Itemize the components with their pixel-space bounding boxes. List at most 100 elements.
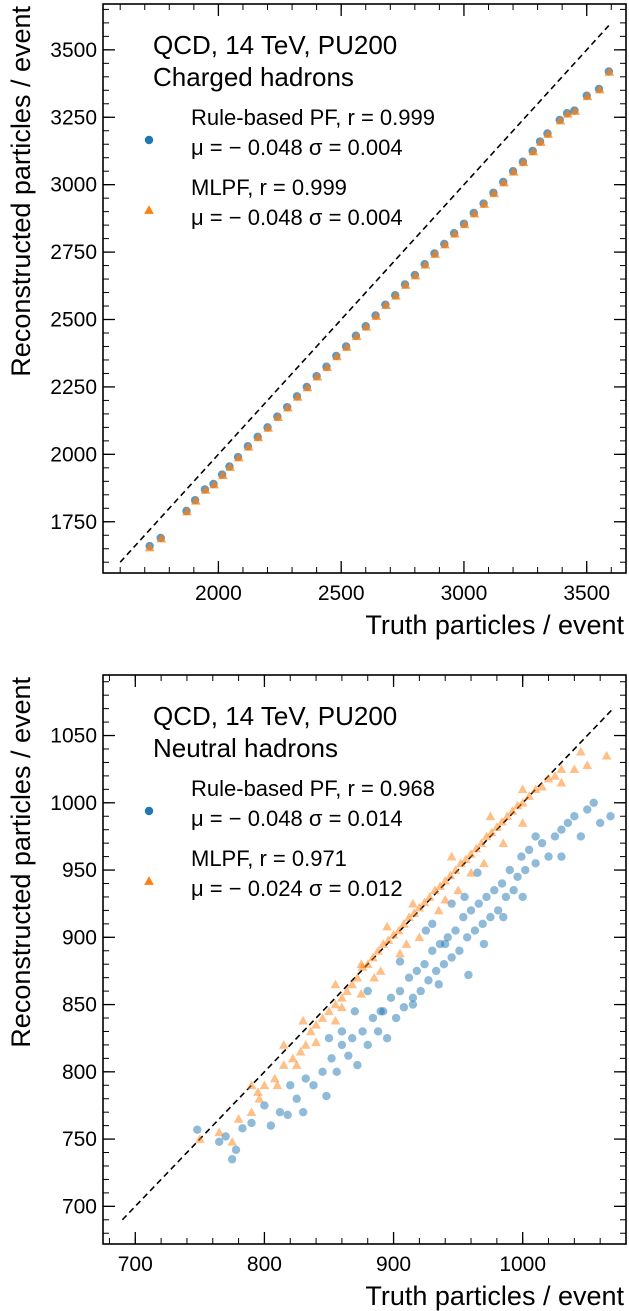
data-point — [317, 1013, 328, 1022]
data-point — [383, 935, 394, 944]
data-point — [376, 1007, 385, 1016]
y-tick-label: 2250 — [50, 376, 97, 399]
data-point — [337, 1040, 347, 1050]
data-point — [481, 831, 492, 841]
data-point — [524, 791, 534, 800]
data-point — [283, 1110, 292, 1120]
data-point — [356, 989, 367, 998]
data-point — [275, 1107, 285, 1117]
data-point — [404, 912, 414, 921]
data-point — [416, 986, 425, 996]
data-point — [269, 1073, 280, 1083]
data-point — [191, 495, 201, 505]
data-point — [535, 137, 546, 146]
legend-title-line-1: QCD, 14 TeV, PU200 — [153, 30, 397, 60]
data-point — [439, 960, 449, 969]
data-point — [363, 1040, 372, 1050]
data-point — [369, 972, 379, 982]
data-point — [156, 533, 167, 543]
data-point — [386, 993, 396, 1003]
plot-frame — [102, 3, 627, 574]
data-point — [518, 892, 527, 902]
data-point — [550, 771, 560, 780]
y-tick-label: 2750 — [50, 241, 97, 264]
data-point — [388, 929, 399, 939]
data-point — [576, 746, 586, 756]
y-tick-label: 2500 — [50, 309, 97, 332]
data-point — [601, 750, 612, 760]
y-tick-label: 1050 — [50, 725, 97, 748]
data-point — [233, 1114, 244, 1123]
data-point — [556, 777, 567, 787]
legend-entry-name: MLPF, r = 0.971 — [191, 846, 347, 871]
data-point — [497, 816, 507, 826]
data-point — [408, 1000, 418, 1009]
data-point — [530, 784, 541, 794]
data-point — [382, 921, 392, 931]
data-point — [478, 919, 487, 929]
data-point — [479, 199, 490, 208]
data-point — [428, 919, 437, 929]
data-point — [517, 784, 528, 794]
legend-title-line-2: Neutral hadrons — [153, 733, 338, 763]
data-point — [498, 838, 509, 847]
data-point — [408, 898, 418, 908]
data-point — [499, 177, 509, 187]
data-point — [489, 188, 499, 198]
data-point — [371, 311, 382, 320]
data-point — [368, 1013, 378, 1023]
data-point — [301, 1074, 310, 1083]
data-point — [476, 838, 487, 847]
legend-entry-name: MLPF, r = 0.999 — [191, 175, 347, 200]
data-point — [583, 805, 592, 814]
legend-entry-name: Rule-based PF, r = 0.968 — [191, 776, 435, 801]
legend-marker-triangle — [144, 876, 154, 885]
data-point — [408, 993, 418, 1003]
data-point — [594, 84, 605, 94]
data-point — [263, 423, 274, 432]
data-point — [486, 827, 497, 837]
data-point — [243, 441, 254, 451]
data-point — [400, 280, 411, 289]
x-tick-label: 2000 — [195, 582, 242, 605]
data-point — [233, 452, 244, 462]
data-point — [420, 960, 429, 969]
data-point — [311, 1019, 321, 1029]
data-point — [350, 1007, 360, 1016]
data-point — [582, 760, 593, 769]
data-point — [419, 897, 430, 907]
data-point — [368, 952, 378, 962]
data-point — [381, 300, 391, 310]
data-point — [517, 797, 528, 807]
data-point — [508, 166, 519, 176]
data-point — [322, 1091, 331, 1101]
data-point — [195, 1134, 205, 1143]
data-point — [247, 1118, 256, 1128]
data-point — [450, 865, 461, 874]
data-point — [528, 146, 539, 156]
data-point — [451, 926, 460, 935]
data-point — [537, 838, 547, 848]
data-point — [544, 852, 553, 861]
data-point — [447, 953, 456, 962]
data-point — [295, 1046, 306, 1056]
data-point — [306, 1026, 316, 1036]
data-point — [311, 1037, 321, 1047]
data-point — [412, 966, 421, 976]
data-point — [410, 270, 421, 280]
data-point — [358, 1027, 367, 1036]
data-point — [466, 849, 476, 858]
data-point — [330, 979, 341, 989]
data-point — [493, 906, 503, 915]
data-point — [557, 825, 566, 834]
data-point — [537, 781, 547, 791]
data-point — [253, 432, 264, 442]
data-point — [518, 157, 529, 167]
data-point — [421, 926, 431, 935]
data-point — [193, 1125, 202, 1134]
data-point — [433, 905, 444, 915]
data-point — [462, 933, 472, 942]
data-point — [272, 1080, 283, 1090]
